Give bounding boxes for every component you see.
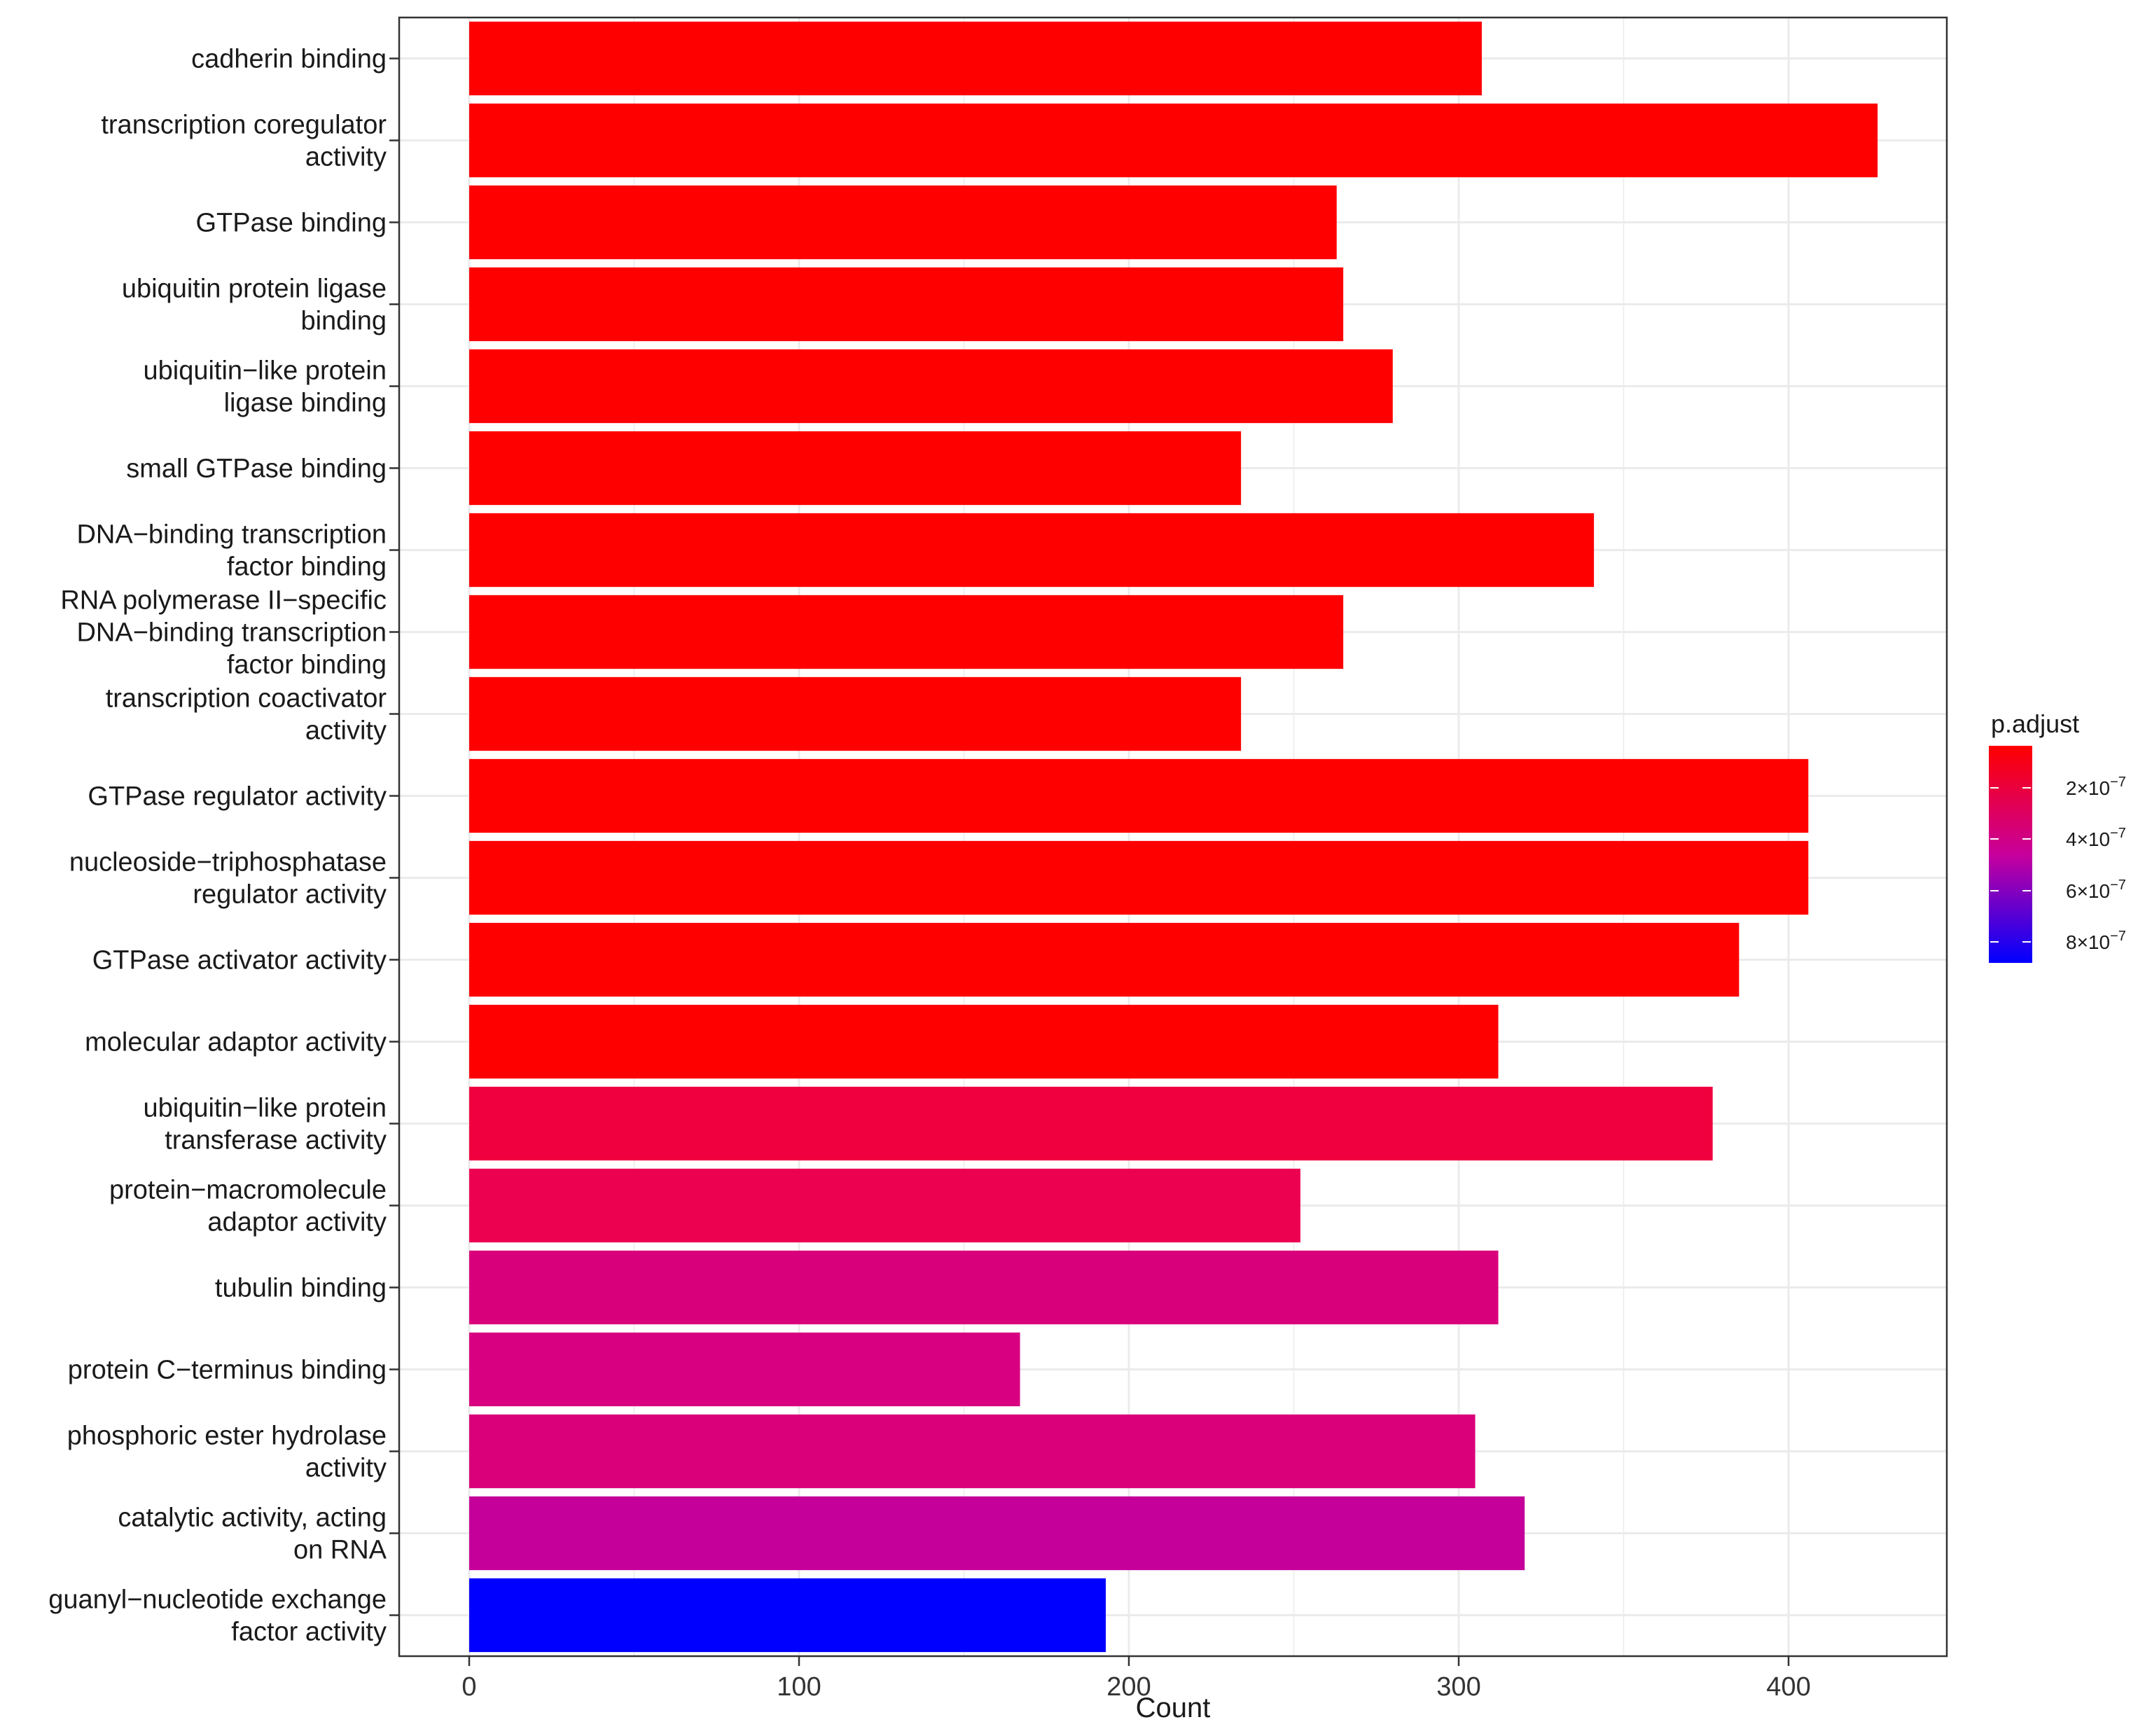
- bar: [469, 1578, 1106, 1653]
- bar: [469, 1168, 1300, 1243]
- legend-title: p.adjust: [1991, 709, 2079, 738]
- legend-label: 4×10−7: [2066, 826, 2126, 850]
- bar: [469, 758, 1809, 833]
- bar: [469, 431, 1242, 506]
- legend-label: 2×10−7: [2066, 775, 2126, 799]
- y-tick-label: GTPase regulator activity: [88, 782, 387, 812]
- bar: [469, 349, 1393, 424]
- x-axis-title: Count: [1136, 1693, 1211, 1723]
- y-tick-label: molecular adaptor activity: [85, 1028, 387, 1057]
- plot-panel-border: [398, 16, 1948, 1658]
- bar: [469, 185, 1337, 260]
- y-tick-label: small GTPase binding: [126, 454, 387, 484]
- y-tick-label: nucleoside−triphosphatase regulator activ…: [69, 848, 387, 910]
- bar: [469, 1250, 1499, 1325]
- bar: [469, 595, 1344, 669]
- y-tick-label: transcription coactivator activity: [106, 684, 387, 746]
- bar: [469, 513, 1595, 588]
- bar: [469, 267, 1344, 342]
- bar: [469, 21, 1482, 96]
- bar: [469, 1004, 1499, 1079]
- y-tick-label: guanyl−nucleotide exchange factor activit…: [48, 1585, 387, 1647]
- x-axis: 0 100 200 300 400: [461, 1656, 1811, 1702]
- y-tick-label: GTPase binding: [196, 209, 387, 238]
- y-tick-label: tubulin binding: [215, 1274, 387, 1303]
- bars: [469, 21, 1878, 1653]
- x-tick-label: 200: [1106, 1672, 1151, 1702]
- y-tick-label: cadherin binding: [191, 45, 387, 74]
- y-tick-label: catalytic activity, acting on RNA: [118, 1504, 387, 1565]
- bar: [469, 1332, 1020, 1407]
- y-tick-label: ubiquitin−like protein transferase activi…: [143, 1094, 387, 1155]
- legend-label: 8×10−7: [2066, 929, 2126, 953]
- y-tick-label: GTPase activator activity: [92, 946, 387, 975]
- y-tick-label: phosphoric ester hydrolase activity: [67, 1422, 387, 1483]
- x-tick-label: 100: [777, 1672, 821, 1702]
- bar: [469, 922, 1740, 997]
- legend-label: 6×10−7: [2066, 877, 2126, 902]
- bar: [469, 1414, 1476, 1489]
- bar: [469, 676, 1242, 751]
- bar: [469, 840, 1809, 915]
- legend-colorbar: [1989, 746, 2032, 963]
- bar: [469, 1496, 1525, 1571]
- x-tick-label: 400: [1766, 1672, 1810, 1702]
- y-tick-label: protein C−terminus binding: [68, 1356, 387, 1385]
- y-tick-label: ubiquitin protein ligase binding: [122, 275, 387, 336]
- y-axis: cadherin binding transcription coregulato…: [48, 45, 399, 1647]
- legend: p.adjust 2×10−7 4×10−7 6×10−7 8×10−7: [1989, 709, 2126, 963]
- bar: [469, 1086, 1713, 1161]
- x-tick-label: 0: [461, 1672, 476, 1702]
- bar: [469, 103, 1878, 178]
- y-tick-label: RNA polymerase II−specific DNA−binding tr…: [60, 586, 387, 680]
- y-tick-label: transcription coregulator activity: [101, 111, 387, 172]
- y-tick-label: DNA−binding transcription factor binding: [76, 520, 387, 582]
- x-tick-label: 300: [1436, 1672, 1480, 1702]
- y-tick-label: protein−macromolecule adaptor activity: [109, 1176, 387, 1237]
- y-tick-label: ubiquitin−like protein ligase binding: [143, 356, 387, 418]
